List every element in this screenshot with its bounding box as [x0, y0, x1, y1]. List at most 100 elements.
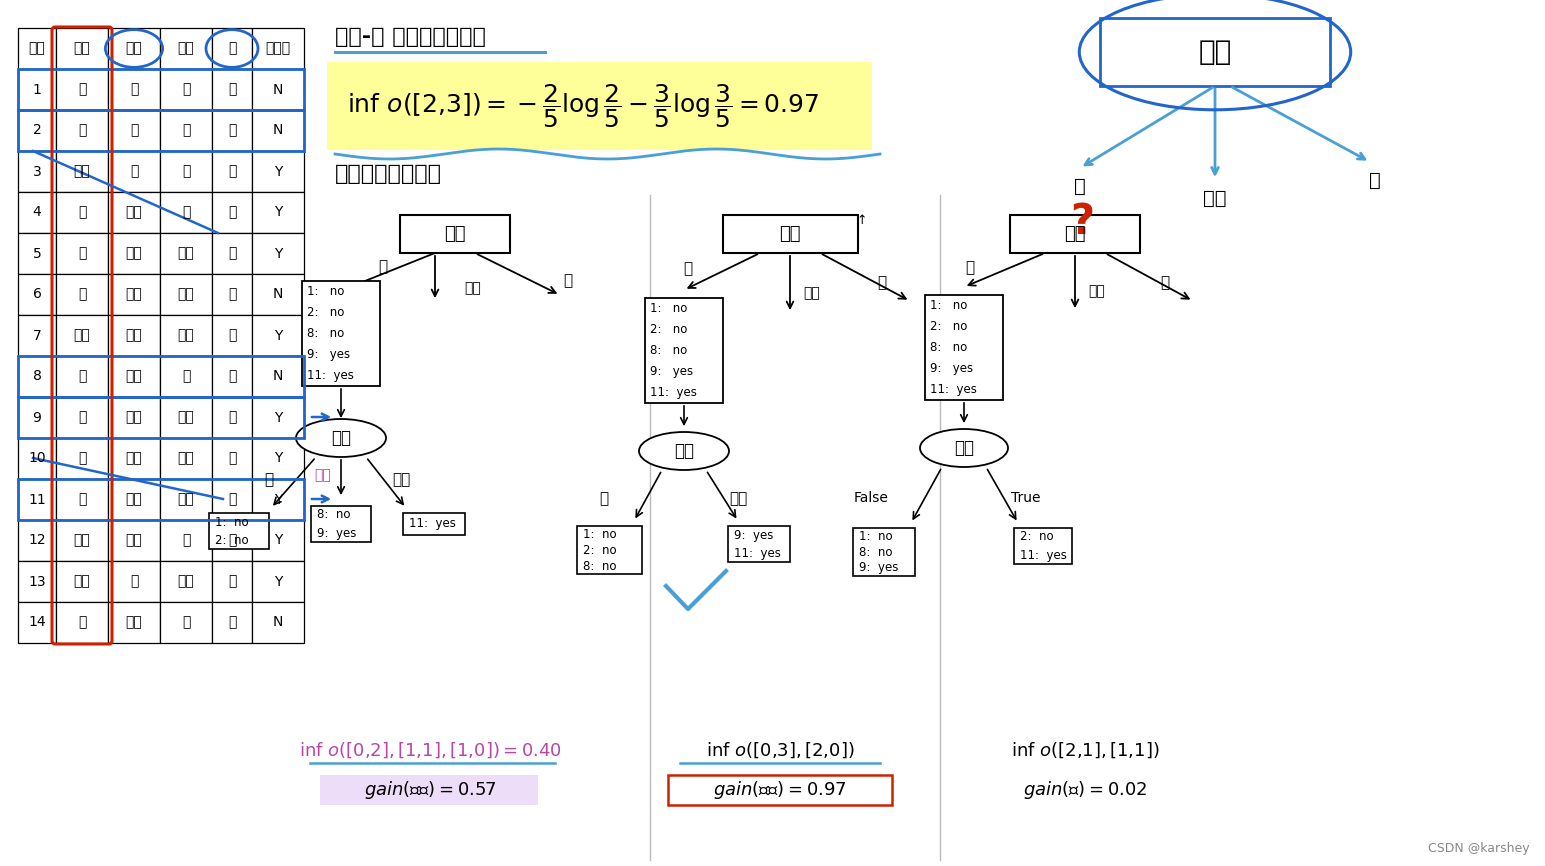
Text: Y: Y — [273, 410, 283, 424]
Text: 湿度: 湿度 — [674, 442, 694, 460]
Bar — [56, 561, 108, 602]
Bar — [301, 281, 380, 386]
Bar — [108, 479, 161, 520]
Text: ?: ? — [1071, 201, 1094, 243]
Bar — [19, 520, 56, 561]
Bar — [212, 397, 252, 438]
Bar — [19, 397, 304, 438]
Text: 无: 无 — [227, 574, 236, 589]
Text: Y: Y — [273, 574, 283, 589]
Bar — [19, 110, 56, 151]
Text: 无: 无 — [227, 165, 236, 178]
Bar — [212, 315, 252, 356]
Bar — [667, 775, 891, 805]
Bar — [56, 602, 108, 643]
Text: 有风: 有风 — [953, 439, 973, 457]
Text: Y: Y — [273, 328, 283, 342]
Text: 正常: 正常 — [178, 493, 195, 507]
Text: 有: 有 — [227, 288, 236, 301]
Text: 11:  yes: 11: yes — [734, 546, 780, 559]
Text: 高: 高 — [182, 533, 190, 547]
Text: 气温: 气温 — [125, 42, 142, 55]
Bar — [212, 438, 252, 479]
Bar — [56, 356, 108, 397]
Ellipse shape — [640, 432, 729, 470]
Bar — [252, 192, 304, 233]
Bar — [723, 215, 857, 253]
Text: 打网球: 打网球 — [266, 42, 290, 55]
Bar — [19, 397, 56, 438]
Bar — [212, 192, 252, 233]
Text: 多云: 多云 — [74, 165, 90, 178]
Ellipse shape — [919, 429, 1007, 467]
Bar — [252, 110, 304, 151]
Bar — [1100, 18, 1330, 86]
Bar — [108, 151, 161, 192]
Bar — [161, 356, 212, 397]
Text: 无: 无 — [227, 370, 236, 384]
Bar — [311, 506, 371, 542]
Bar — [161, 520, 212, 561]
Bar — [328, 62, 871, 150]
Text: 温暖: 温暖 — [125, 493, 142, 507]
Bar — [212, 520, 252, 561]
Text: 雨: 雨 — [77, 247, 87, 261]
Text: 11:  yes: 11: yes — [650, 386, 697, 399]
Text: True: True — [1012, 491, 1041, 505]
Bar — [252, 479, 304, 520]
Bar — [19, 192, 56, 233]
Bar — [212, 233, 252, 274]
Text: 高: 高 — [182, 370, 190, 384]
Text: 气温: 气温 — [331, 429, 351, 447]
Bar — [19, 69, 304, 110]
Text: 2:  no: 2: no — [582, 544, 616, 557]
Bar — [252, 356, 304, 397]
Text: 天气: 天气 — [779, 225, 800, 243]
Text: 无: 无 — [227, 410, 236, 424]
Text: 9:  yes: 9: yes — [317, 527, 357, 540]
Bar — [19, 69, 56, 110]
Bar — [19, 110, 304, 151]
Text: 1:   no: 1: no — [650, 302, 688, 315]
Bar — [19, 561, 56, 602]
Text: 温暖: 温暖 — [125, 616, 142, 630]
Bar — [108, 315, 161, 356]
Text: ↑: ↑ — [856, 215, 867, 228]
Text: 9:  yes: 9: yes — [859, 561, 898, 574]
Bar — [108, 356, 161, 397]
Bar — [161, 192, 212, 233]
Bar — [252, 602, 304, 643]
Text: Y: Y — [273, 493, 283, 507]
Text: 无: 无 — [227, 451, 236, 466]
Text: 晴: 晴 — [379, 260, 388, 275]
Text: 正常: 正常 — [178, 328, 195, 342]
Text: 有: 有 — [227, 493, 236, 507]
Text: 1:   no: 1: no — [930, 299, 967, 312]
Text: 湿度: 湿度 — [178, 42, 195, 55]
Text: 温暖: 温暖 — [125, 370, 142, 384]
Bar — [108, 520, 161, 561]
Text: 13: 13 — [28, 574, 46, 589]
Text: 无: 无 — [227, 82, 236, 96]
Text: 高: 高 — [182, 205, 190, 219]
Text: Y: Y — [273, 205, 283, 219]
Text: CSDN @karshey: CSDN @karshey — [1429, 842, 1530, 855]
Text: 4: 4 — [32, 205, 42, 219]
Bar — [400, 215, 510, 253]
Text: 温暖: 温暖 — [125, 533, 142, 547]
Text: 1:  no: 1: no — [582, 527, 616, 540]
Text: 热: 热 — [130, 82, 138, 96]
Text: 9: 9 — [32, 410, 42, 424]
Text: 9:   yes: 9: yes — [650, 365, 694, 378]
Bar — [56, 438, 108, 479]
Text: 2: 2 — [32, 124, 42, 138]
Bar — [56, 192, 108, 233]
Ellipse shape — [297, 419, 386, 457]
Bar — [19, 151, 56, 192]
Text: 热: 热 — [130, 165, 138, 178]
Text: N: N — [273, 616, 283, 630]
Text: 11:  yes: 11: yes — [930, 383, 976, 396]
Text: $\mathrm{inf}\ o([0{,}3],[2{,}0])$: $\mathrm{inf}\ o([0{,}3],[2{,}0])$ — [706, 740, 854, 759]
Text: 多云: 多云 — [74, 533, 90, 547]
Text: N: N — [273, 82, 283, 96]
